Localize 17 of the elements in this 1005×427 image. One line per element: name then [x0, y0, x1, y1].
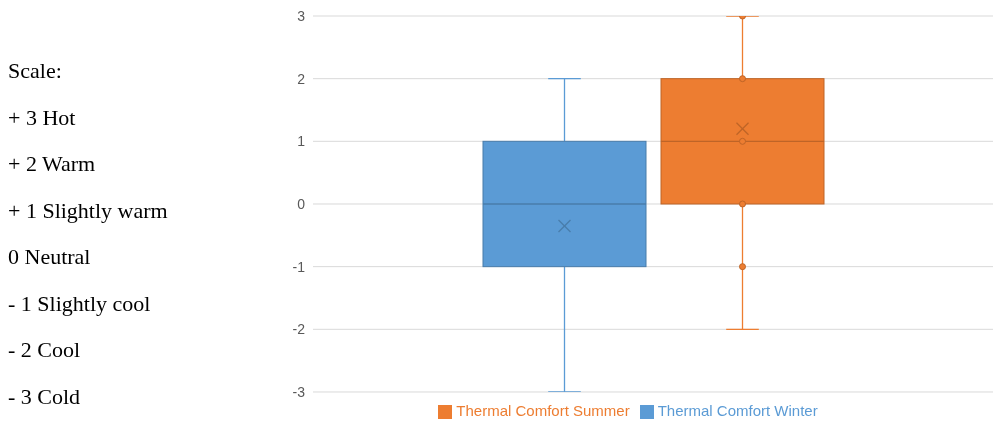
legend-label: Thermal Comfort Winter: [657, 401, 818, 419]
y-tick-label: 2: [297, 70, 306, 87]
text: - 3 Cold: [8, 382, 82, 411]
text: - 2 Cool: [8, 336, 82, 364]
y-tick-label: -2: [292, 321, 306, 338]
legend-label: Thermal Comfort Summer: [456, 401, 630, 419]
y-tick-label: 0: [297, 195, 306, 212]
text: + 2 Warm: [8, 150, 97, 178]
y-tick-label: -3: [292, 383, 306, 400]
text: + 3 Hot: [8, 103, 77, 132]
y-tick-label: 3: [297, 7, 306, 24]
text: + 1 Slightly warm: [8, 196, 169, 225]
text: 0 Neutral: [8, 243, 92, 271]
text: - 1 Slightly cool: [8, 289, 152, 318]
y-tick-label: 1: [297, 133, 306, 150]
y-tick-label: -1: [292, 258, 306, 275]
text: Scale:: [8, 57, 63, 85]
